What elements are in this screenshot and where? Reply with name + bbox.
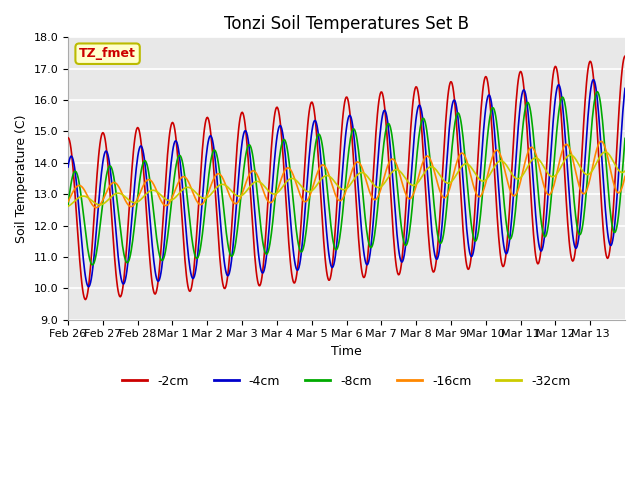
Text: TZ_fmet: TZ_fmet	[79, 47, 136, 60]
Title: Tonzi Soil Temperatures Set B: Tonzi Soil Temperatures Set B	[224, 15, 469, 33]
Y-axis label: Soil Temperature (C): Soil Temperature (C)	[15, 114, 28, 243]
X-axis label: Time: Time	[331, 345, 362, 358]
Legend: -2cm, -4cm, -8cm, -16cm, -32cm: -2cm, -4cm, -8cm, -16cm, -32cm	[117, 370, 576, 393]
